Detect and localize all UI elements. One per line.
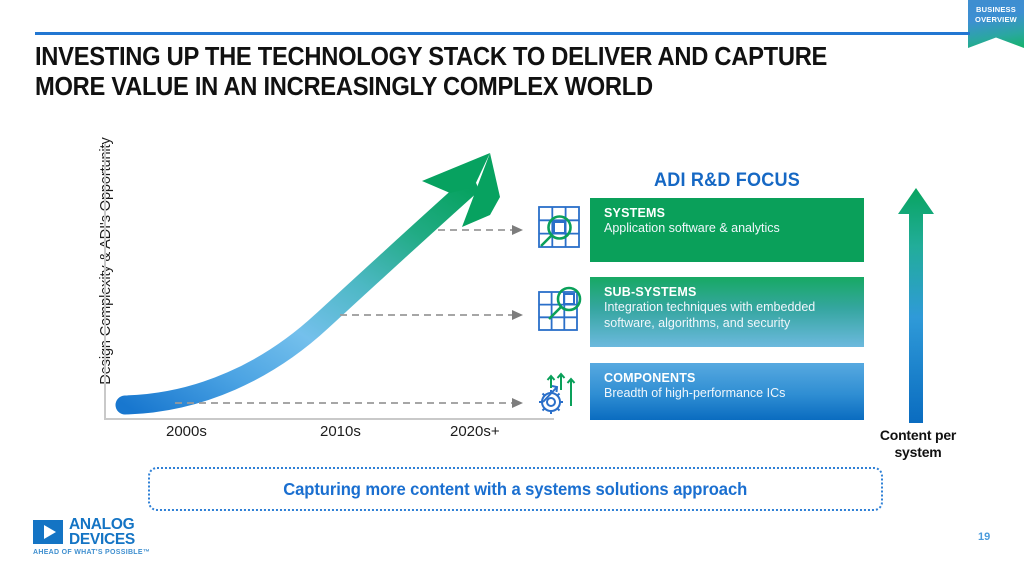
x-tick-2020s: 2020s+ <box>450 423 500 440</box>
analog-devices-logo: ANALOG DEVICES AHEAD OF WHAT'S POSSIBLE™ <box>33 516 213 564</box>
focus-card-systems[interactable]: SYSTEMS Application software & analytics <box>590 198 864 262</box>
section-badge: BUSINESS OVERVIEW <box>968 0 1024 48</box>
callout-text: Capturing more content with a systems so… <box>283 478 748 499</box>
growth-curve <box>115 178 478 415</box>
x-tick-2010s: 2010s <box>320 423 361 440</box>
logo-word-line2: DEVICES <box>69 530 135 548</box>
content-label-line2: system <box>894 444 942 460</box>
content-per-system-arrow <box>896 188 936 423</box>
content-per-system-label: Content per system <box>862 427 974 461</box>
focus-card-title: SYSTEMS <box>604 206 666 220</box>
grid-magnifier-corner-icon <box>531 286 587 338</box>
focus-card-title: SUB-SYSTEMS <box>604 285 697 299</box>
logo-word-line1: ANALOG <box>69 516 135 533</box>
content-label-line1: Content per <box>879 427 957 443</box>
logo-mark-icon <box>33 520 63 544</box>
up-arrow-icon <box>898 188 934 423</box>
page-number: 19 <box>978 531 991 543</box>
callout-box: Capturing more content with a systems so… <box>148 467 883 511</box>
chart-x-axis <box>104 418 554 420</box>
section-badge-line2: OVERVIEW <box>975 14 1017 24</box>
play-triangle-icon <box>43 525 56 539</box>
focus-card-sub-systems[interactable]: SUB-SYSTEMS Integration techniques with … <box>590 277 864 347</box>
growth-curve-arrowhead <box>462 153 500 227</box>
growth-curve-arrowhead-2 <box>422 153 490 193</box>
focus-card-subtitle: Integration techniques with embedded sof… <box>604 300 816 330</box>
focus-heading: ADI R&D FOCUS <box>654 170 800 191</box>
section-badge-line1: BUSINESS <box>976 5 1016 14</box>
logo-wordmark: ANALOG DEVICES <box>69 516 135 548</box>
focus-card-title: COMPONENTS <box>604 371 696 385</box>
growth-chart: Design Complexity & ADI's Opportunity <box>70 135 554 445</box>
focus-card-subtitle: Breadth of high-performance ICs <box>604 386 786 400</box>
focus-card-components[interactable]: COMPONENTS Breadth of high-performance I… <box>590 363 864 420</box>
gear-up-arrows-icon <box>531 366 587 418</box>
logo-tagline: AHEAD OF WHAT'S POSSIBLE™ <box>33 549 151 556</box>
page-title: INVESTING UP THE TECHNOLOGY STACK TO DEL… <box>35 43 828 101</box>
grid-magnifier-icon <box>531 203 587 255</box>
header-rule <box>35 32 970 35</box>
chart-x-tick-labels: 2000s 2010s 2020s+ <box>104 423 524 447</box>
x-tick-2000s: 2000s <box>166 423 207 440</box>
focus-card-subtitle: Application software & analytics <box>604 221 780 235</box>
chart-curve-svg <box>115 153 500 415</box>
chart-y-axis <box>104 143 106 419</box>
